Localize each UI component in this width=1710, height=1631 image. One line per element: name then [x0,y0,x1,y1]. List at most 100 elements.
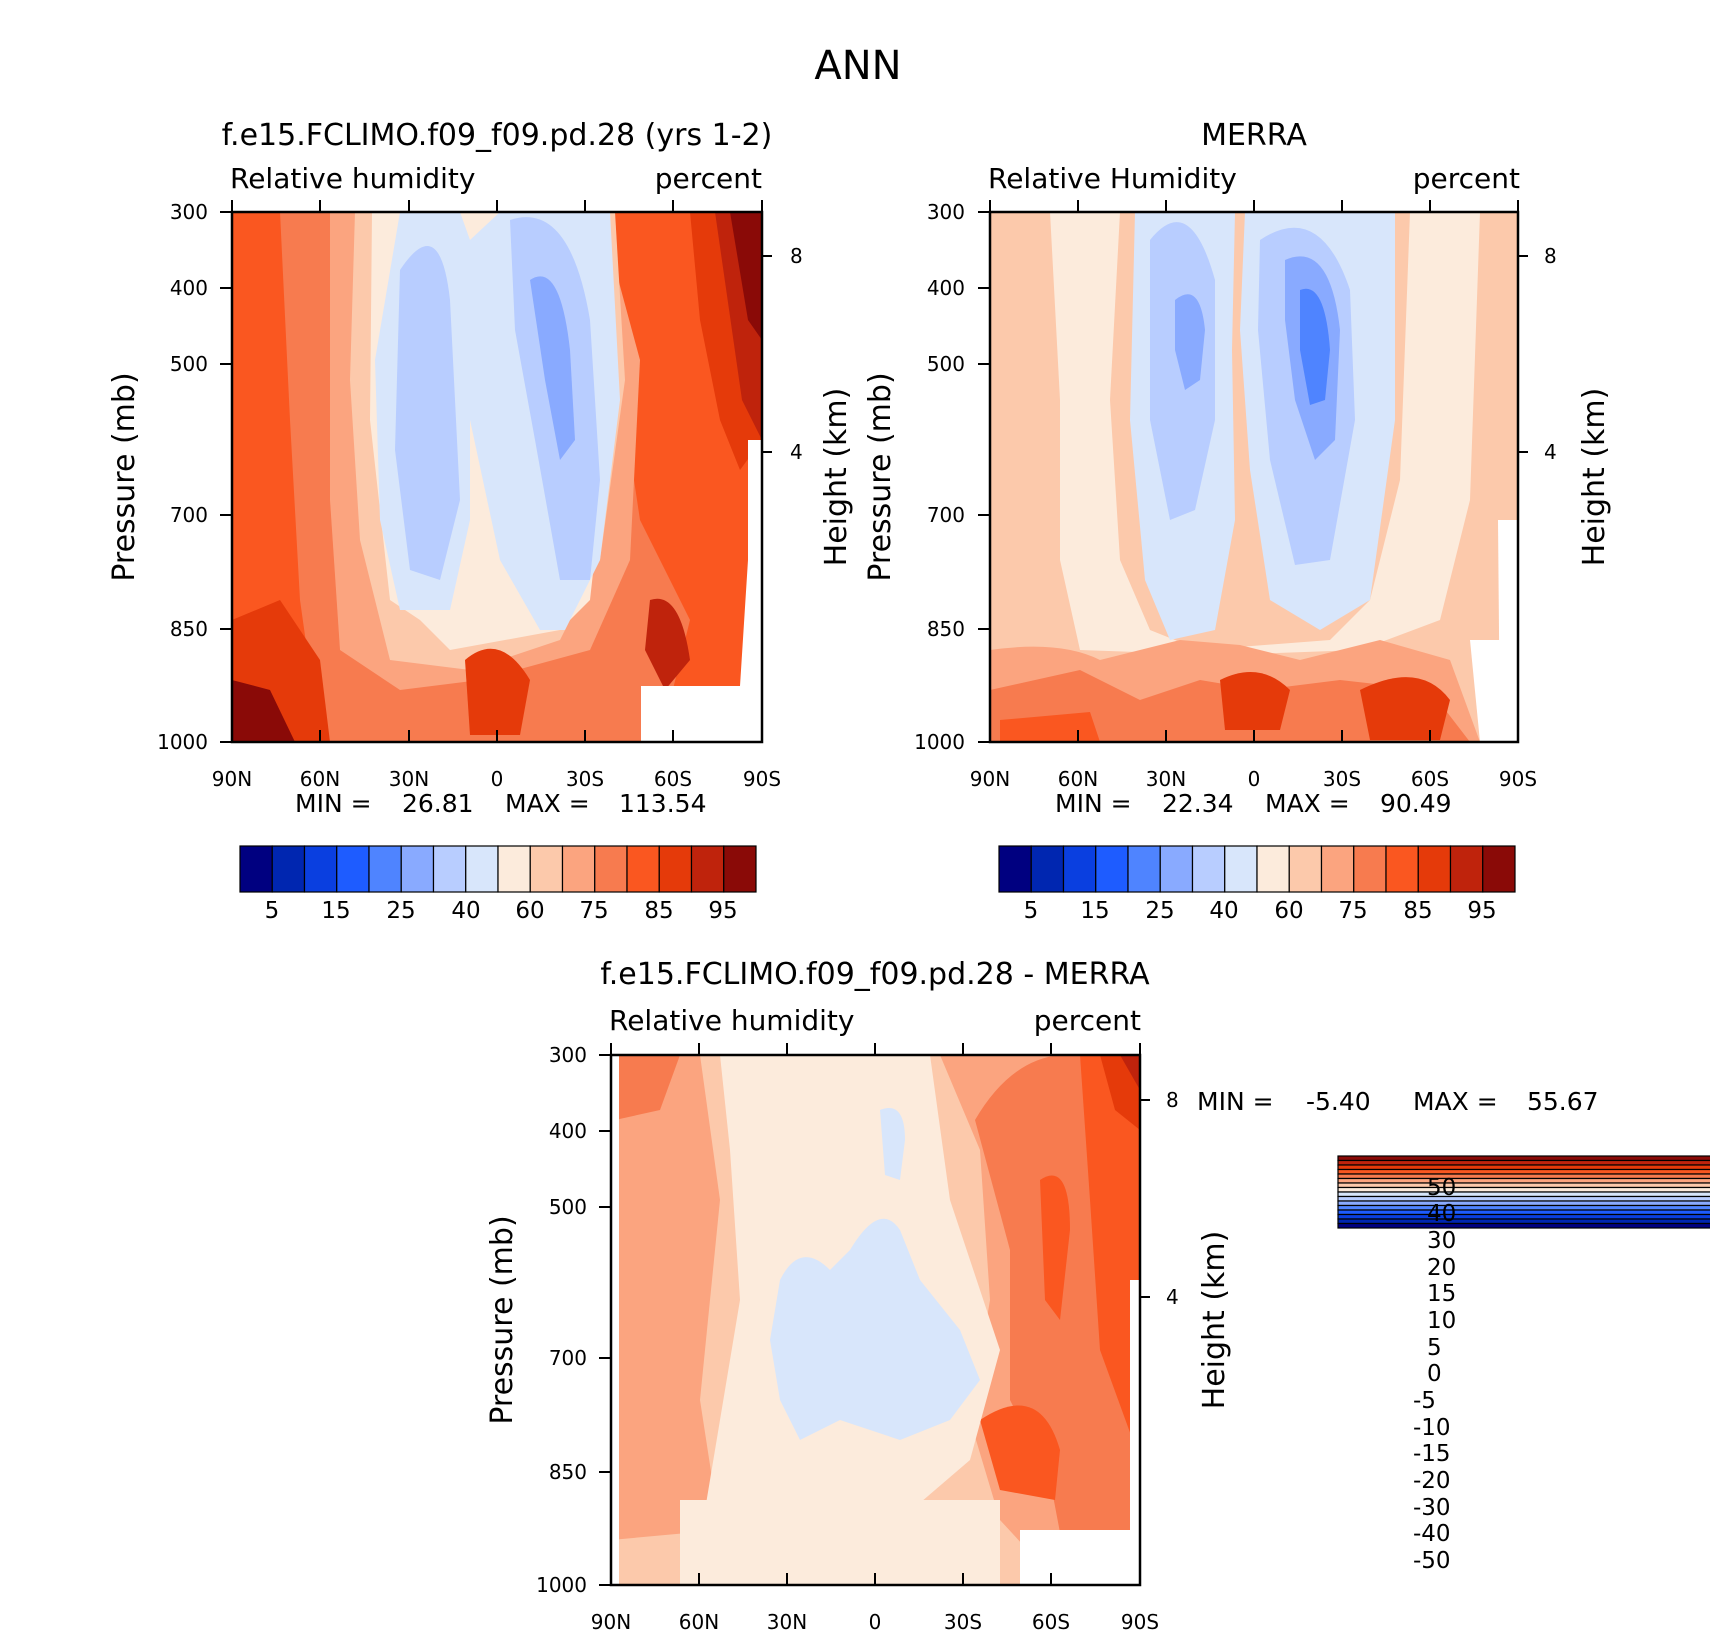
x-tick-label: 60N [1058,767,1098,791]
x-tick-label: 60S [654,767,692,791]
y-axis-label: Pressure (mb) [863,372,898,581]
colorbar-swatch [723,845,757,893]
x-tick-label: 0 [491,767,504,791]
y-tick-label: 300 [927,200,965,224]
colorbar-label: 60 [1274,898,1303,924]
axis-ticks [599,1043,1150,1586]
colorbar-label: 95 [1467,898,1496,924]
panel-subtitle-left: Relative humidity [609,1004,854,1037]
min-label: MIN = [295,789,372,818]
colorbar-swatch [1337,1191,1710,1198]
colorbar-label: 50 [1427,1175,1456,1201]
x-tick-label: 60S [1032,1610,1070,1631]
colorbar-label: 60 [515,898,544,924]
colorbar-label: 40 [1427,1201,1456,1227]
colorbar-swatch [1191,845,1226,893]
colorbar-label: 85 [1403,898,1432,924]
colorbar-swatch [1337,1168,1710,1175]
y-tick-label: 300 [549,1043,587,1067]
colorbar [1337,1155,1710,1229]
colorbar-labels: 5 15 25 40 60 75 85 95 [265,898,738,924]
x-tick-label: 60S [1411,767,1449,791]
x-tick-label: 90S [1499,767,1537,791]
min-value: 22.34 [1162,789,1234,818]
colorbar-label: 15 [321,898,350,924]
y-right-tick-label: 8 [1544,244,1557,268]
max-label: MAX = [1265,789,1350,818]
x-tick-label: 90S [743,767,781,791]
y-tick-label: 850 [927,617,965,641]
min-label: MIN = [1197,1087,1274,1116]
colorbar-swatch [1337,1213,1710,1220]
colorbar-swatch [1320,845,1355,893]
colorbar-swatch [1256,845,1290,893]
colorbar-label: -20 [1413,1468,1451,1494]
y-tick-label: 850 [170,617,208,641]
colorbar-label: -5 [1413,1388,1436,1414]
x-tick-label: 30S [944,1610,982,1631]
colorbar-swatch [690,845,725,893]
y-right-tick-label: 4 [1166,1285,1179,1309]
x-tick-label: 30N [767,1610,807,1631]
x-tick-label: 30S [566,767,604,791]
colorbar-swatch [1337,1186,1710,1193]
colorbar-label: 75 [579,898,608,924]
y-axis-label-right: Height (km) [819,388,854,567]
colorbar-label: 25 [386,898,415,924]
y-right-tick-label: 4 [1544,440,1557,464]
colorbar-swatch [1127,845,1161,893]
min-value: -5.40 [1306,1087,1371,1116]
y-tick-label: 1000 [536,1573,587,1597]
colorbar-label: 15 [1080,898,1109,924]
colorbar-label: 10 [1427,1308,1456,1334]
x-tick-labels: 90N 60N 30N 0 30S 60S 90S [970,767,1537,791]
colorbar-label: -15 [1413,1441,1451,1467]
panel-difference: f.e15.FCLIMO.f09_f09.pd.28 - MERRA Relat… [485,957,1710,1631]
colorbar-swatch [1030,845,1065,893]
max-value: 90.49 [1380,789,1452,818]
x-tick-label: 0 [869,1610,882,1631]
y-tick-labels: 300 400 500 700 850 1000 8 4 [914,200,1557,754]
y-tick-label: 1000 [914,730,965,754]
colorbar-swatch [239,845,273,893]
colorbar-label: -10 [1413,1415,1451,1441]
x-tick-label: 90N [591,1610,631,1631]
colorbar-label: 75 [1338,898,1367,924]
min-value: 26.81 [402,789,474,818]
colorbar-swatch [1337,1182,1710,1189]
x-tick-label: 30N [1146,767,1186,791]
colorbar-swatch [1337,1164,1710,1171]
y-right-tick-label: 8 [1166,1088,1179,1112]
colorbar-swatch [1353,845,1387,893]
y-tick-label: 300 [170,200,208,224]
colorbar-swatch [400,845,435,893]
axis-ticks [978,200,1528,743]
max-value: 55.67 [1527,1087,1599,1116]
panel-model: f.e15.FCLIMO.f09_f09.pd.28 (yrs 1-2) Rel… [107,118,854,924]
colorbar-swatch [1224,845,1258,893]
colorbar-label: 95 [708,898,737,924]
colorbar-labels: 50 40 30 20 15 10 5 0 -5 -10 -15 -20 -30… [1413,1175,1456,1574]
colorbar-swatch [626,845,660,893]
colorbar-swatch [1159,845,1194,893]
y-right-tick-label: 8 [790,244,803,268]
colorbar-swatch [336,845,370,893]
colorbar-swatch [303,845,338,893]
figure-title: ANN [814,43,901,89]
panel-title: f.e15.FCLIMO.f09_f09.pd.28 (yrs 1-2) [222,118,773,153]
colorbar-swatch [529,845,564,893]
colorbar-swatch [1337,1177,1710,1184]
x-tick-labels: 90N 60N 30N 0 30S 60S 90S [212,767,781,791]
colorbar-swatch [368,845,402,893]
x-tick-label: 90S [1121,1610,1159,1631]
y-tick-label: 400 [549,1119,587,1143]
x-tick-label: 60N [300,767,340,791]
panel-subtitle-right: percent [1034,1004,1141,1037]
y-tick-label: 1000 [157,730,208,754]
x-tick-label: 30N [389,767,429,791]
y-tick-label: 850 [549,1460,587,1484]
colorbar-swatch [1337,1209,1710,1216]
colorbar [998,845,1516,893]
y-axis-label: Pressure (mb) [107,372,142,581]
